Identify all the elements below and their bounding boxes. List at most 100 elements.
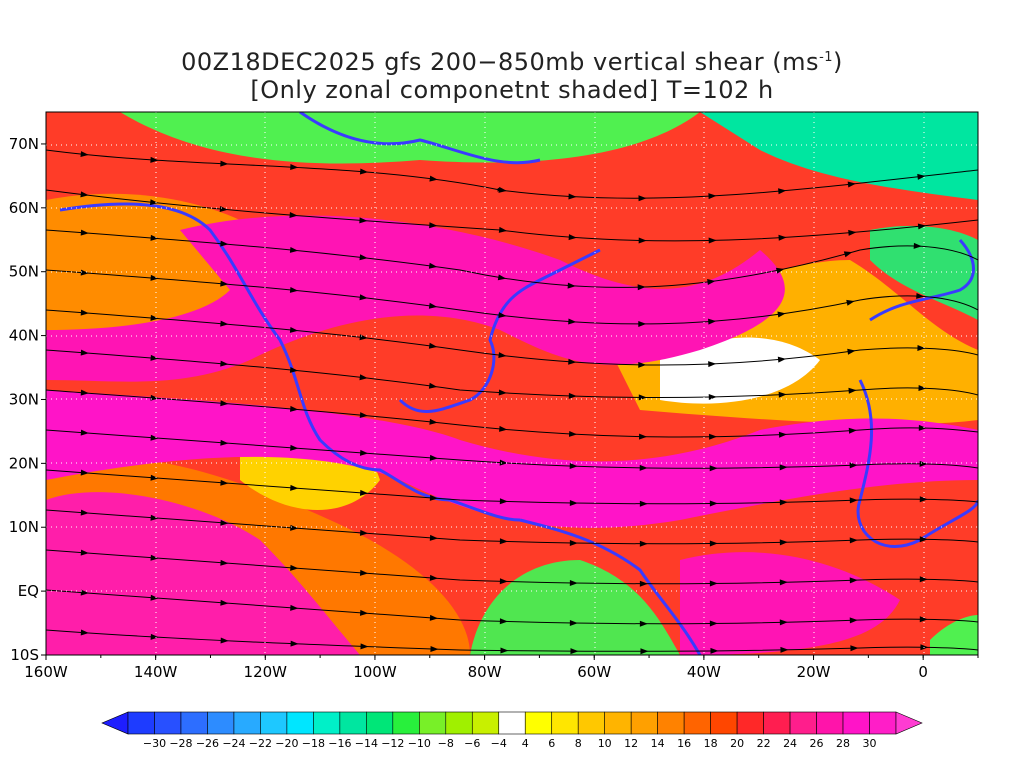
stream-arrowhead: [498, 226, 508, 233]
stream-arrowhead: [708, 318, 717, 325]
colorbar-swatch: [736, 711, 764, 735]
stream-arrowhead: [429, 175, 438, 182]
streamline: [46, 629, 978, 652]
stream-arrowhead: [498, 312, 507, 319]
stream-arrowhead: [567, 282, 576, 289]
stream-arrowhead: [708, 237, 717, 244]
stream-arrowhead: [638, 361, 647, 368]
colorbar-label: −18: [302, 737, 325, 750]
colorbar-label: −4: [491, 737, 507, 750]
stream-arrowhead: [848, 229, 857, 236]
streamline: [46, 509, 978, 545]
stream-arrowhead: [848, 387, 857, 394]
stream-arrowhead: [289, 212, 298, 218]
stream-arrowhead: [709, 540, 718, 547]
stream-arrowhead: [779, 499, 788, 506]
colorbar-swatch: [710, 711, 738, 735]
shade-jet-north: [46, 215, 785, 382]
stream-arrowhead: [80, 151, 89, 158]
colorbar-swatch: [471, 711, 500, 735]
stream-arrowhead: [637, 284, 646, 291]
stream-arrowhead: [569, 539, 578, 546]
stream-arrowhead: [917, 223, 927, 230]
stream-arrowhead: [917, 344, 926, 351]
stream-arrowhead: [290, 640, 299, 647]
stream-arrowhead: [290, 484, 299, 491]
stream-arrowhead: [150, 633, 159, 640]
stream-arrowhead: [150, 274, 159, 281]
colorbar-swatch: [604, 711, 632, 735]
stream-arrowhead: [639, 540, 648, 547]
colorbar-label: −14: [355, 737, 378, 750]
lon-label: 0: [918, 663, 928, 681]
stream-arrowhead: [150, 554, 159, 561]
stream-arrowhead: [916, 292, 925, 299]
colorbar-label: 10: [598, 737, 612, 750]
stream-arrowhead: [150, 594, 159, 601]
stream-arrowhead: [80, 629, 89, 636]
coast-north-america-west: [59, 202, 521, 522]
stream-arrowhead: [639, 500, 648, 507]
stream-arrowhead: [709, 620, 718, 627]
stream-arrowhead: [639, 464, 648, 471]
stream-arrowhead: [220, 599, 229, 606]
stream-arrowhead: [149, 199, 159, 206]
lon-label: 160W: [24, 663, 68, 681]
stream-arrowhead: [428, 342, 438, 349]
lat-label: 50N: [9, 263, 39, 281]
colorbar-label: 14: [651, 737, 665, 750]
stream-arrowhead: [289, 246, 299, 253]
colorbar-label: 12: [624, 737, 638, 750]
stream-arrowhead: [80, 549, 89, 556]
colorbar-label: −6: [464, 737, 480, 750]
coast-arctic: [299, 112, 541, 165]
stream-arrowhead: [709, 433, 718, 440]
stream-arrowhead: [220, 240, 229, 247]
stream-arrowhead: [500, 647, 509, 654]
stream-arrowhead: [497, 274, 507, 281]
coast-south-america: [519, 518, 702, 655]
stream-arrowhead: [498, 389, 507, 396]
stream-arrowhead: [919, 616, 928, 623]
colorbar-above-arrow: [895, 711, 923, 735]
lat-label: 10S: [10, 646, 39, 664]
colorbar-swatch: [286, 711, 314, 735]
lat-label: 30N: [9, 390, 39, 408]
stream-arrowhead: [918, 385, 927, 392]
stream-arrowhead: [708, 361, 717, 368]
stream-arrowhead: [220, 637, 229, 644]
stream-arrowhead: [569, 619, 578, 626]
stream-arrowhead: [430, 645, 439, 652]
colorbar-swatch: [366, 711, 394, 735]
stream-arrowhead: [428, 382, 438, 389]
colorbar-label: −16: [328, 737, 351, 750]
stream-arrowhead: [777, 311, 786, 318]
stream-arrowhead: [638, 195, 647, 202]
stream-arrowhead: [360, 643, 369, 650]
stream-arrowhead: [80, 429, 89, 436]
stream-arrowhead: [150, 234, 159, 241]
colorbar-swatch: [392, 711, 420, 735]
stream-arrowhead: [429, 454, 438, 461]
lat-label: EQ: [18, 582, 39, 600]
stream-arrowhead: [638, 394, 647, 401]
shade-green-arctic: [120, 112, 700, 164]
stream-arrowhead: [359, 412, 368, 419]
lon-label: 140W: [134, 663, 178, 681]
stream-arrowhead: [568, 430, 578, 437]
streamline: [46, 389, 978, 438]
stream-arrowhead: [80, 389, 89, 396]
stream-arrowhead: [709, 500, 718, 507]
colorbar-label: 22: [757, 737, 771, 750]
colorbar-label: 16: [677, 737, 691, 750]
stream-arrowhead: [917, 173, 926, 180]
stream-arrowhead: [849, 577, 858, 584]
colorbar-label: −26: [196, 737, 219, 750]
stream-arrowhead: [359, 529, 369, 536]
colorbar-label: 4: [522, 737, 529, 750]
colorbar-label: 26: [810, 737, 824, 750]
stream-arrowhead: [290, 164, 299, 171]
lon-label: 120W: [244, 663, 288, 681]
stream-arrowhead: [569, 579, 578, 586]
stream-arrowhead: [359, 374, 368, 381]
